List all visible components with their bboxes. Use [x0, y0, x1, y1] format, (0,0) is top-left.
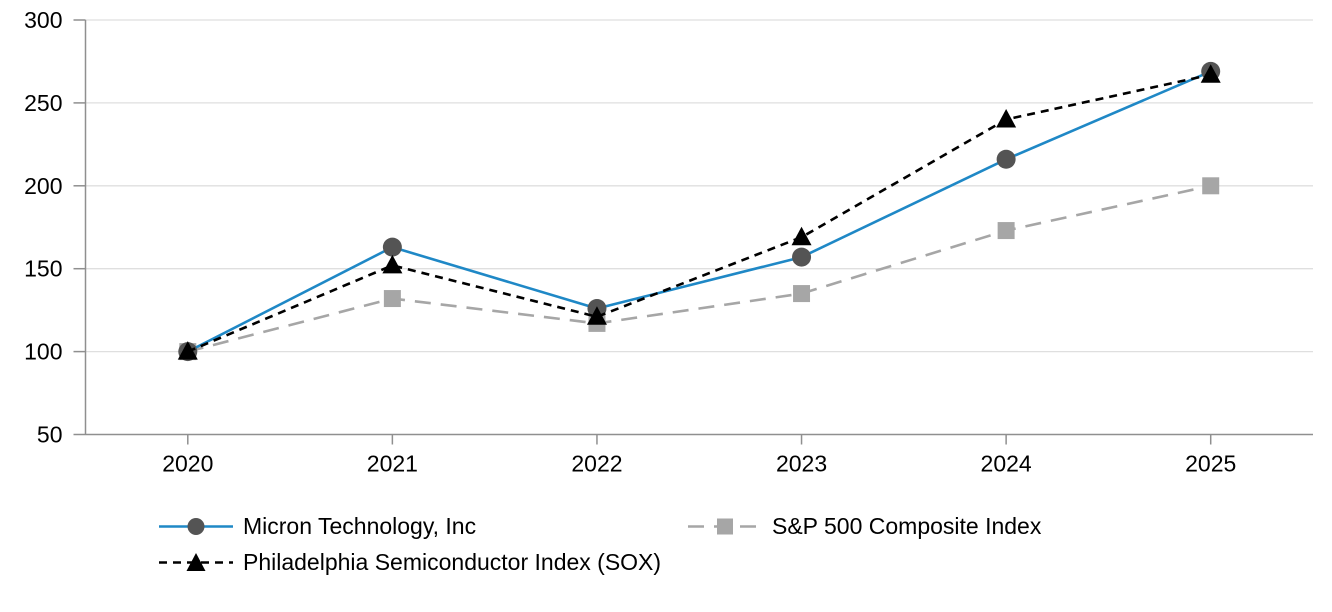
legend-column-left: Micron Technology, Inc Philadelphia Semi… — [158, 513, 662, 575]
data-point-sox — [586, 306, 607, 325]
legend-item-sp500: S&P 500 Composite Index — [687, 513, 1042, 539]
sp500-legend-square-icon — [717, 518, 733, 535]
micron-legend-circle-icon — [187, 518, 205, 535]
y-axis-tick-label: 100 — [24, 339, 62, 365]
y-axis-tick-label: 300 — [24, 7, 62, 33]
data-point-sp500 — [997, 222, 1015, 240]
x-axis-tick-label: 2023 — [776, 451, 827, 477]
sox-line-marker-icon — [159, 553, 233, 571]
sox-legend-triangle-icon — [186, 553, 206, 571]
x-axis-tick-label: 2024 — [981, 451, 1032, 477]
x-axis-tick-label: 2020 — [162, 451, 213, 477]
y-axis-tick-label: 250 — [24, 90, 62, 116]
data-point-sox — [177, 341, 198, 360]
y-axis-tick-label: 200 — [24, 173, 62, 199]
data-point-micron — [382, 237, 402, 257]
series-line-micron — [187, 70, 1212, 353]
legend-label-sp500: S&P 500 Composite Index — [772, 513, 1042, 539]
legend-label-sox: Philadelphia Semiconductor Index (SOX) — [243, 549, 662, 575]
y-axis-tick-label: 50 — [37, 422, 63, 448]
data-point-sox — [382, 254, 403, 274]
data-point-sox — [1200, 64, 1221, 83]
legend-item-micron: Micron Technology, Inc — [158, 513, 661, 539]
data-point-sox — [996, 108, 1017, 128]
legend-item-sox: Philadelphia Semiconductor Index (SOX) — [158, 549, 662, 575]
micron-line-marker-icon — [159, 518, 233, 535]
y-axis-tick-label: 150 — [24, 256, 62, 282]
legend-column-right: S&P 500 Composite Index — [687, 513, 1042, 539]
chart-svg: 50 100 150 200 250 300 2020 2021 2022 2023 2024 202… — [24, 7, 1313, 477]
sp500-line-marker-icon — [688, 518, 762, 535]
x-axis-tick-label: 2021 — [367, 451, 418, 477]
series-line-sp500 — [187, 184, 1211, 353]
x-axis-tick-label: 2022 — [571, 451, 622, 477]
data-point-sp500 — [1202, 177, 1220, 195]
data-point-sp500 — [383, 290, 401, 308]
x-axis-tick-label: 2025 — [1185, 451, 1236, 477]
legend-label-micron: Micron Technology, Inc — [243, 513, 477, 539]
data-point-sox — [791, 226, 812, 246]
data-point-micron — [792, 247, 812, 267]
data-point-sp500 — [793, 285, 811, 303]
series-line-sox — [187, 73, 1211, 353]
data-point-micron — [996, 149, 1016, 169]
